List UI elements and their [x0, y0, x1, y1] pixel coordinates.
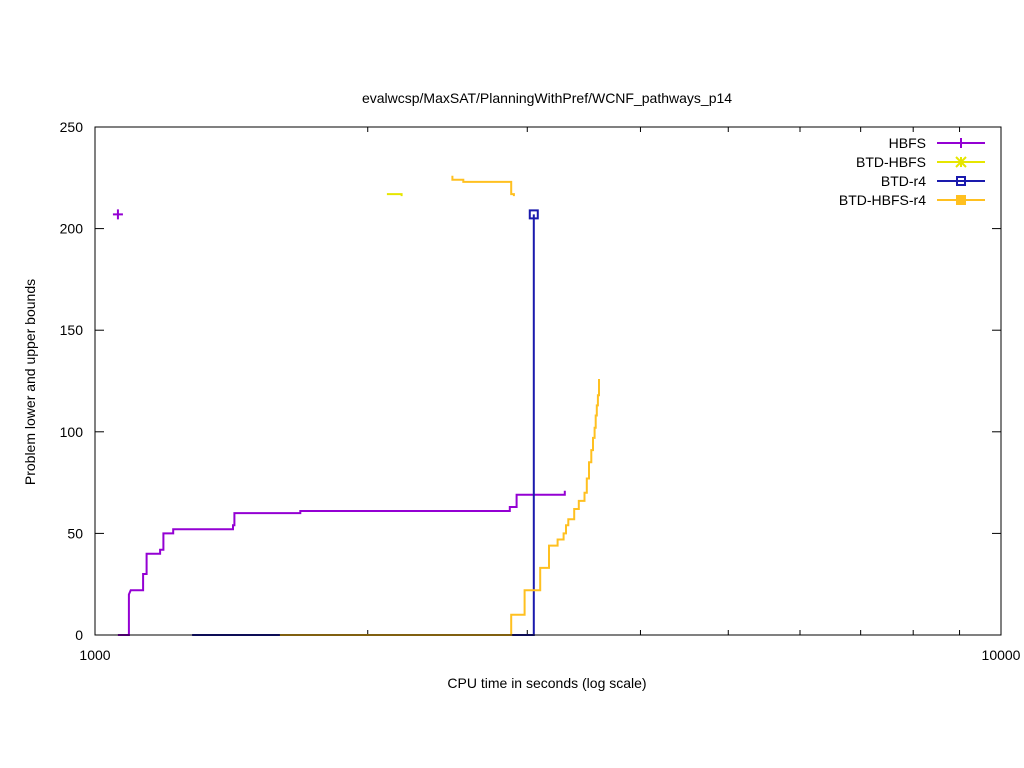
- plot-area: [112, 175, 600, 636]
- legend-label: BTD-HBFS-r4: [839, 192, 926, 208]
- upper-bound-point: [112, 209, 123, 220]
- legend-entry: BTD-r4: [881, 173, 985, 189]
- y-tick-label: 150: [60, 322, 84, 338]
- legend-label: BTD-HBFS: [856, 154, 926, 170]
- series-btd-hbfs-r4: [279, 175, 600, 636]
- x-tick-label: 10000: [982, 647, 1021, 663]
- x-tick-label: 1000: [79, 647, 110, 663]
- legend-entry: BTD-HBFS-r4: [839, 192, 985, 208]
- plot-frame: [94, 126, 1002, 636]
- upper-bound-point: [528, 209, 539, 220]
- series-btd-r4: [192, 209, 539, 636]
- y-tick-label: 100: [60, 424, 84, 440]
- chart-title: evalwcsp/MaxSAT/PlanningWithPref/WCNF_pa…: [362, 90, 732, 106]
- y-tick-label: 200: [60, 221, 84, 237]
- series-hbfs: [112, 209, 566, 636]
- legend-label: HBFS: [889, 135, 926, 151]
- y-tick-label: 0: [75, 627, 83, 643]
- legend: HBFS BTD-HBFS BTD-r4 BTD-HBFS-r4: [839, 135, 985, 208]
- lower-bound-line: [117, 490, 566, 636]
- x-axis-label: CPU time in seconds (log scale): [447, 675, 646, 691]
- legend-marker: [956, 176, 966, 186]
- legend-marker: [955, 156, 967, 168]
- legend-entry: BTD-HBFS: [856, 154, 985, 170]
- axis-ticks: 1000 10000 0 50 100 150 200 250: [60, 119, 1021, 663]
- legend-label: BTD-r4: [881, 173, 926, 189]
- lower-bound-line: [279, 379, 600, 636]
- y-tick-label: 250: [60, 119, 84, 135]
- y-axis-label: Problem lower and upper bounds: [22, 279, 38, 485]
- legend-marker: [956, 138, 966, 148]
- lower-bound-line: [192, 214, 535, 636]
- legend-entry: HBFS: [889, 135, 985, 151]
- upper-bound-line: [451, 175, 515, 197]
- legend-marker: [956, 195, 966, 205]
- series-btd-hbfs: [386, 193, 403, 197]
- y-tick-label: 50: [67, 525, 83, 541]
- upper-bound-line: [386, 193, 403, 197]
